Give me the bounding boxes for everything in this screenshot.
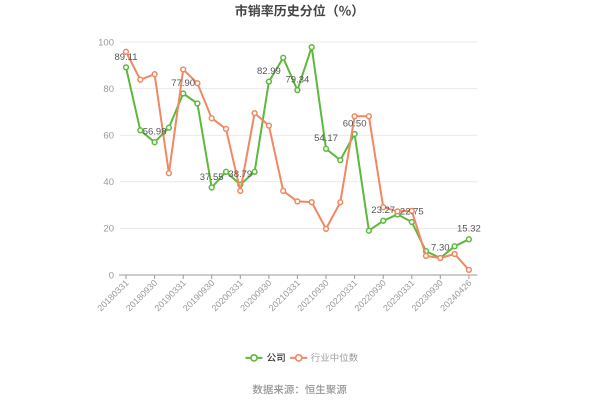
svg-text:56.98: 56.98: [143, 127, 167, 138]
svg-text:60: 60: [103, 131, 114, 142]
svg-text:54.17: 54.17: [314, 133, 338, 144]
svg-text:23.27: 23.27: [371, 205, 395, 216]
svg-text:79.34: 79.34: [286, 75, 310, 86]
svg-text:37.55: 37.55: [200, 172, 224, 183]
svg-text:38.79: 38.79: [228, 169, 252, 180]
svg-text:22.75: 22.75: [400, 206, 424, 217]
svg-text:0: 0: [109, 270, 114, 281]
svg-text:100: 100: [98, 37, 114, 48]
svg-text:77.90: 77.90: [171, 78, 195, 89]
svg-text:20240426: 20240426: [438, 278, 473, 313]
svg-text:7.30: 7.30: [431, 242, 450, 253]
svg-text:40: 40: [103, 177, 114, 188]
svg-text:89.11: 89.11: [114, 52, 137, 63]
svg-text:15.32: 15.32: [457, 224, 481, 235]
svg-text:60.50: 60.50: [343, 118, 367, 129]
svg-text:80: 80: [103, 84, 114, 95]
svg-text:82.99: 82.99: [257, 66, 281, 77]
svg-text:20: 20: [103, 224, 114, 235]
